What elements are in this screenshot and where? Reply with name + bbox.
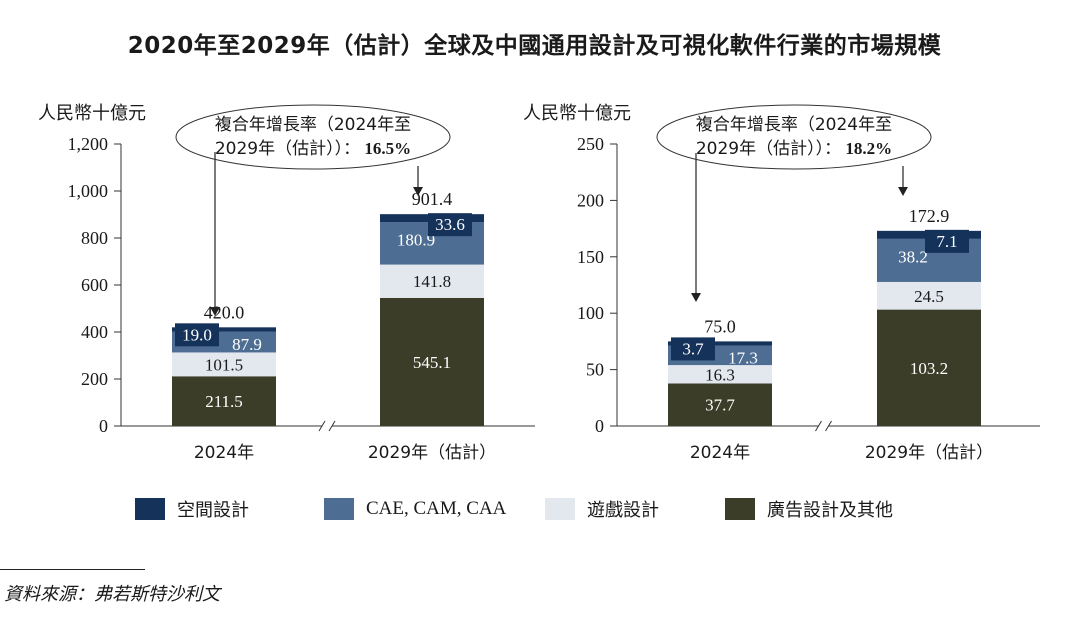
bar-label-game: 24.5 xyxy=(914,287,944,306)
bar-ad xyxy=(668,383,772,426)
bar-label-box-spatial xyxy=(671,337,715,361)
cagr-line1: 複合年增長率（2024年至 xyxy=(215,115,411,135)
y-tick-label: 800 xyxy=(81,228,108,248)
x-category-label: 2029年（估計） xyxy=(368,443,496,463)
legend-label-cae: CAE, CAM, CAA xyxy=(366,498,507,519)
global-market-chart: 人民幣十億元 0 200 400 600 800 1,000 1,200 211.5 101.58… xyxy=(38,103,535,463)
bar-game xyxy=(877,281,981,310)
bar-total-label: 172.9 xyxy=(909,206,950,226)
bar-total-label: 75.0 xyxy=(704,316,736,336)
bar-game xyxy=(668,365,772,384)
chart-title: 2020年至2029年（估計）全球及中國通用設計及可視化軟件行業的市場規模 xyxy=(127,33,942,59)
bar-total-label: 901.4 xyxy=(412,189,453,209)
bar-label-game: 141.8 xyxy=(413,272,451,291)
legend-swatch-game xyxy=(545,498,575,520)
source-divider xyxy=(0,569,145,570)
legend-label-spatial: 空間設計 xyxy=(177,500,249,521)
bar-ad xyxy=(172,376,276,426)
y-axis-label: 人民幣十億元 xyxy=(523,103,631,124)
legend-item-ad: 廣告設計及其他 xyxy=(725,496,893,522)
bar-label-ad: 103.2 xyxy=(910,359,948,378)
bar-label-cae: 17.3 xyxy=(728,348,758,367)
cagr-arrow-head xyxy=(210,307,220,316)
cagr-callout xyxy=(656,104,932,170)
bar-spatial xyxy=(668,341,772,346)
bar-label-cae: 87.9 xyxy=(232,335,262,354)
legend-item-cae: CAE, CAM, CAA xyxy=(324,496,506,522)
legend-swatch-cae xyxy=(324,498,354,520)
cagr-line2: 2029年（估計））： 16.5% xyxy=(215,139,411,159)
bar-label-cae: 180.9 xyxy=(397,230,435,249)
cagr-callout xyxy=(175,104,451,170)
cagr-arrow-head xyxy=(898,187,908,196)
y-tick-label: 1,000 xyxy=(68,181,109,201)
bar-label-ad: 211.5 xyxy=(205,392,243,411)
legend-label-ad: 廣告設計及其他 xyxy=(767,500,893,521)
y-tick-label: 600 xyxy=(81,275,108,295)
bar-spatial xyxy=(172,327,276,332)
y-tick-label: 200 xyxy=(81,369,108,389)
bar-total-label: 420.0 xyxy=(204,302,245,322)
legend-swatch-spatial xyxy=(135,498,165,520)
y-tick-label: 100 xyxy=(577,303,604,323)
china-market-chart: 人民幣十億元 0 50 100 150 200 250 37.7 16.317.3 3.775.0… xyxy=(523,103,1040,463)
y-tick-label: 1,200 xyxy=(68,134,109,154)
y-tick-label: 0 xyxy=(99,416,108,436)
bar-game xyxy=(172,352,276,377)
legend-item-game: 遊戲設計 xyxy=(545,496,659,522)
bar-ad xyxy=(877,309,981,426)
legend-label-game: 遊戲設計 xyxy=(587,500,659,521)
bar-label-cae: 38.2 xyxy=(898,247,928,266)
y-tick-label: 250 xyxy=(577,134,604,154)
legend: 空間設計 CAE, CAM, CAA 遊戲設計 廣告設計及其他 xyxy=(135,496,1035,522)
bar-label-ad: 545.1 xyxy=(413,353,451,372)
bar-ad xyxy=(380,297,484,426)
bar-label-box-spatial xyxy=(175,323,219,347)
cagr-line2: 2029年（估計））： 18.2% xyxy=(696,139,892,159)
axis-break-mark xyxy=(318,420,326,432)
y-tick-label: 400 xyxy=(81,322,108,342)
bar-game xyxy=(380,264,484,298)
y-axis-label: 人民幣十億元 xyxy=(38,103,146,124)
cagr-arrow-head xyxy=(691,293,701,302)
bar-label-game: 16.3 xyxy=(705,365,735,384)
cagr-line1: 複合年增長率（2024年至 xyxy=(696,115,892,135)
y-tick-label: 150 xyxy=(577,247,604,267)
axis-break-mark xyxy=(825,420,832,432)
bar-label-game: 101.5 xyxy=(205,355,243,374)
source-note: 資料來源：弗若斯特沙利文 xyxy=(4,584,220,605)
axis-break-mark xyxy=(328,420,336,432)
bar-label-box-spatial xyxy=(428,213,472,237)
axis-break-mark xyxy=(815,420,822,432)
legend-swatch-ad xyxy=(725,498,755,520)
x-category-label: 2024年 xyxy=(690,443,750,463)
bar-label-spatial: 7.1 xyxy=(936,232,957,251)
x-category-label: 2029年（估計） xyxy=(865,443,993,463)
legend-item-spatial: 空間設計 xyxy=(135,496,249,522)
bar-label-spatial: 3.7 xyxy=(682,339,704,358)
cagr-arrow-head xyxy=(413,187,423,196)
bar-label-ad: 37.7 xyxy=(705,396,735,415)
y-tick-label: 200 xyxy=(577,190,604,210)
y-tick-label: 50 xyxy=(586,360,604,380)
bar-label-spatial: 33.6 xyxy=(435,215,465,234)
y-tick-label: 0 xyxy=(595,416,604,436)
x-category-label: 2024年 xyxy=(194,443,254,463)
bar-label-spatial: 19.0 xyxy=(182,325,212,344)
bar-label-box-spatial xyxy=(925,229,969,253)
